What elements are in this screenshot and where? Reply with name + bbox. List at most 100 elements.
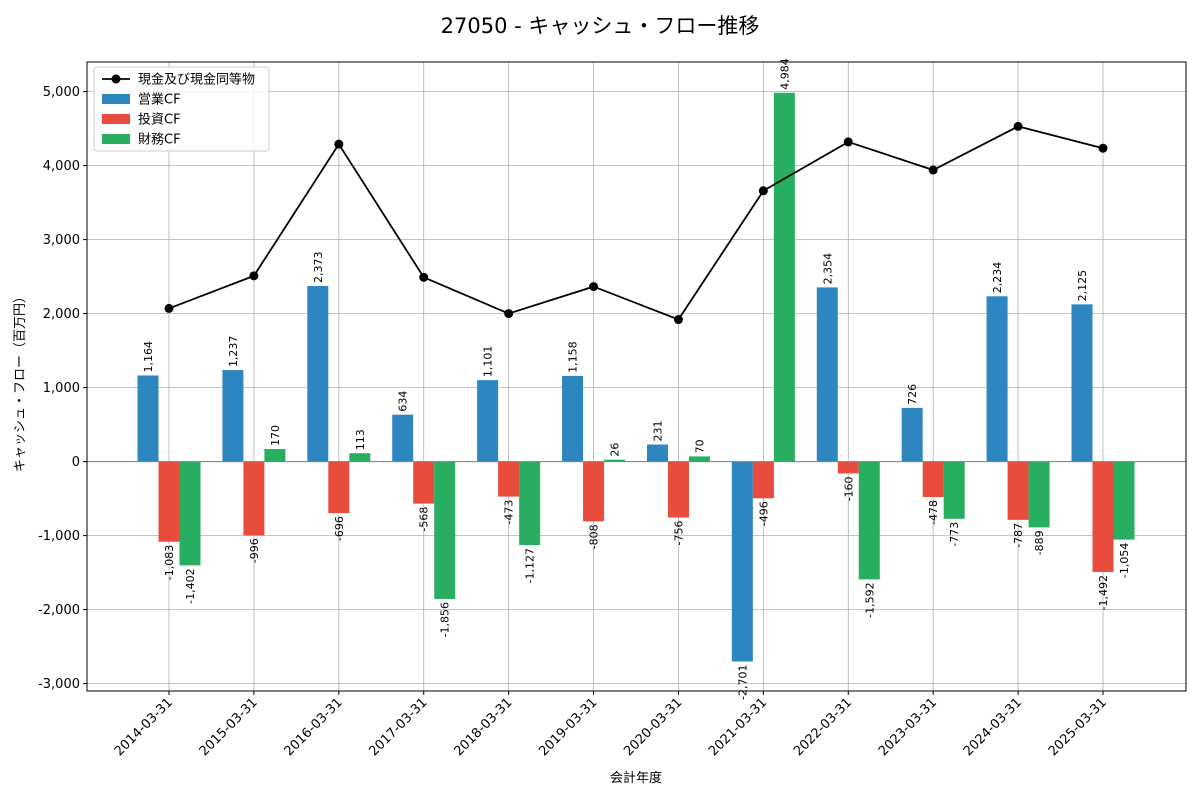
cash-line xyxy=(168,125,1104,321)
bar xyxy=(901,407,923,462)
cash-point xyxy=(249,271,259,281)
data-label: -478 xyxy=(927,500,940,525)
x-tick-label: 2023-03-31 xyxy=(876,695,940,759)
x-tick-label: 2025-03-31 xyxy=(1046,695,1110,759)
data-label: 1,158 xyxy=(567,341,580,373)
data-label: -1,492 xyxy=(1097,575,1110,610)
data-labels-layer: 1,164 1,237 2,373 634 1,101 1,158 231 -2,701 2,3… xyxy=(142,58,1131,700)
data-label: 1,164 xyxy=(142,341,155,373)
data-label: -756 xyxy=(672,521,685,546)
data-label: -1,856 xyxy=(439,602,452,637)
data-label: 170 xyxy=(269,425,282,446)
legend-marker xyxy=(111,74,121,84)
legend-swatch xyxy=(102,134,130,144)
y-tick-label: 5,000 xyxy=(43,85,80,100)
bar xyxy=(1092,461,1114,573)
x-tick-label: 2020-03-31 xyxy=(621,695,685,759)
bar xyxy=(1028,461,1050,528)
bar xyxy=(243,461,265,536)
x-tick-label: 2017-03-31 xyxy=(367,695,431,759)
x-tick-label: 2015-03-31 xyxy=(197,695,261,759)
bar xyxy=(349,453,371,462)
data-label: 726 xyxy=(906,384,919,405)
cash-point xyxy=(589,282,599,292)
y-axis-title: キャッシュ・フロー（百万円） xyxy=(13,290,28,472)
bar xyxy=(837,461,859,474)
bar xyxy=(646,444,668,462)
y-tick-label: 1,000 xyxy=(43,381,80,396)
cash-point xyxy=(419,272,429,282)
cash-point xyxy=(843,137,853,147)
bar xyxy=(498,461,520,497)
bar xyxy=(943,461,965,519)
data-label: -1,127 xyxy=(524,548,537,583)
data-label: 634 xyxy=(397,391,410,412)
bar xyxy=(1007,461,1029,520)
bar xyxy=(137,375,159,462)
bar xyxy=(307,285,329,462)
data-label: -568 xyxy=(418,507,431,532)
data-label: -473 xyxy=(503,500,516,525)
cash-point xyxy=(928,165,938,175)
bar xyxy=(328,461,350,514)
data-label: -696 xyxy=(333,516,346,541)
x-tick-label: 2016-03-31 xyxy=(282,695,346,759)
data-label: -889 xyxy=(1033,530,1046,555)
bar xyxy=(1113,461,1135,540)
bar xyxy=(222,370,244,462)
cash-point xyxy=(1013,121,1023,131)
data-label: -787 xyxy=(1012,523,1025,548)
legend-swatch xyxy=(102,94,130,104)
plot-frame xyxy=(86,61,1187,692)
bar xyxy=(1071,304,1093,462)
bar xyxy=(562,375,584,462)
data-label: -1,054 xyxy=(1118,543,1131,578)
data-label: -1,402 xyxy=(184,568,197,603)
legend-box xyxy=(93,66,270,152)
data-label: 4,984 xyxy=(778,58,791,90)
data-label: -496 xyxy=(757,501,770,526)
cash-point xyxy=(673,315,683,325)
bar xyxy=(816,287,838,462)
cash-point xyxy=(758,186,768,196)
y-tick-label: 3,000 xyxy=(43,233,80,248)
data-label: 1,237 xyxy=(227,336,240,368)
grid-layer xyxy=(87,62,1186,691)
bar xyxy=(922,461,944,497)
bar xyxy=(158,461,180,542)
legend-swatch xyxy=(102,114,130,124)
axes-layer: -3,000 -2,000 -1,000 0 1,000 2,000 3,000 4,000 5… xyxy=(38,61,1187,759)
bar xyxy=(179,461,201,566)
bar xyxy=(773,92,795,462)
data-label: 1,101 xyxy=(482,346,495,378)
legend-label: 投資CF xyxy=(138,112,181,128)
bar xyxy=(413,461,435,504)
cash-point xyxy=(1098,143,1108,153)
data-label: 70 xyxy=(693,439,706,453)
data-label: 113 xyxy=(354,429,367,450)
data-label: 2,354 xyxy=(821,253,834,285)
data-label: -773 xyxy=(948,522,961,547)
chart-title: 27050 - キャッシュ・フロー推移 xyxy=(441,14,760,38)
bar xyxy=(688,456,710,462)
legend-label: 財務CF xyxy=(138,133,181,148)
bar xyxy=(434,461,456,599)
y-tick-label: 0 xyxy=(72,455,80,470)
line-layer xyxy=(164,121,1108,325)
data-label: -2,701 xyxy=(736,664,749,699)
bar xyxy=(731,461,753,662)
x-tick-label: 2024-03-31 xyxy=(961,695,1025,759)
y-tick-label: 4,000 xyxy=(43,159,80,174)
data-label: 2,234 xyxy=(991,262,1004,294)
bar xyxy=(519,461,541,545)
data-label: -996 xyxy=(248,538,261,563)
data-label: -160 xyxy=(842,476,855,501)
x-tick-label: 2022-03-31 xyxy=(791,695,855,759)
x-tick-label: 2018-03-31 xyxy=(451,695,515,759)
legend-label: 営業CF xyxy=(138,92,181,108)
y-tick-label: -3,000 xyxy=(38,677,80,692)
x-tick-label: 2014-03-31 xyxy=(112,695,176,759)
legend-label: 現金及び現金同等物 xyxy=(138,72,255,88)
